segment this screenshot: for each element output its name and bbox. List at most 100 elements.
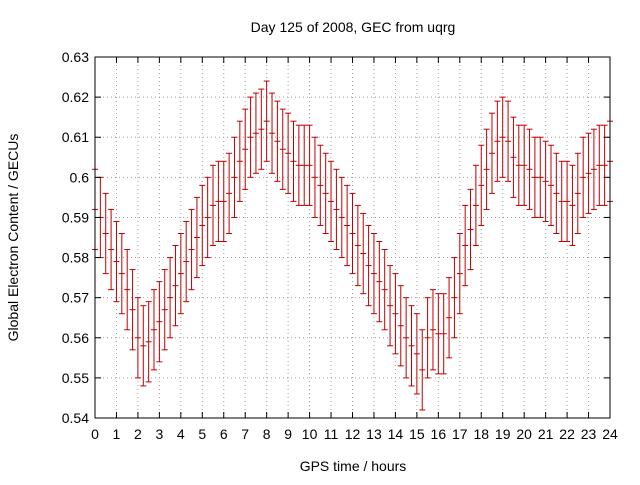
error-bar <box>392 273 399 355</box>
x-tick-label: 19 <box>495 426 511 442</box>
error-bar <box>220 160 227 243</box>
x-tick-label: 6 <box>220 426 228 442</box>
y-tick-label: 0.55 <box>62 370 89 386</box>
error-bar <box>263 80 270 162</box>
error-bar <box>199 184 206 267</box>
error-bar <box>167 257 174 339</box>
error-bar <box>231 136 238 218</box>
x-tick-label: 12 <box>345 426 361 442</box>
error-bar <box>601 124 608 206</box>
x-tick-label: 0 <box>91 426 99 442</box>
error-bar <box>440 293 447 375</box>
error-bar <box>236 120 243 202</box>
error-bar <box>499 96 506 178</box>
error-bar <box>360 212 367 295</box>
x-tick-label: 20 <box>516 426 532 442</box>
x-axis-label: GPS time / hours <box>300 458 407 474</box>
y-tick-label: 0.62 <box>62 89 89 105</box>
x-tick-label: 5 <box>198 426 206 442</box>
error-bar <box>515 124 522 206</box>
error-bar <box>252 92 259 174</box>
error-bar <box>102 192 109 275</box>
error-bar <box>435 293 442 375</box>
error-bar <box>521 124 528 206</box>
error-bar <box>558 160 565 243</box>
error-bar <box>258 88 265 170</box>
error-bar <box>472 164 479 247</box>
y-tick-label: 0.63 <box>62 49 89 65</box>
x-tick-label: 3 <box>155 426 163 442</box>
error-bar <box>478 144 485 226</box>
error-bar <box>531 136 538 218</box>
y-tick-label: 0.56 <box>62 330 89 346</box>
error-bar <box>301 124 308 206</box>
error-bar <box>317 144 324 226</box>
error-bar <box>596 124 603 206</box>
error-bar <box>387 265 394 347</box>
error-bar <box>134 297 141 379</box>
error-bar <box>467 188 474 271</box>
error-bar <box>354 204 361 287</box>
x-tick-label: 8 <box>263 426 271 442</box>
error-bar <box>215 160 222 243</box>
error-bar <box>193 196 200 279</box>
error-bar <box>274 100 281 182</box>
error-bar <box>408 305 415 387</box>
error-bar <box>269 92 276 174</box>
error-bar <box>429 289 436 371</box>
error-bar <box>151 289 158 371</box>
error-bar <box>419 329 426 411</box>
y-tick-label: 0.54 <box>62 410 89 426</box>
error-bar <box>564 160 571 243</box>
error-bar <box>177 232 184 315</box>
error-bar <box>140 305 147 387</box>
error-bar <box>226 152 233 234</box>
x-tick-label: 1 <box>113 426 121 442</box>
error-bar <box>204 176 211 259</box>
error-bar <box>183 220 190 303</box>
x-tick-label: 21 <box>538 426 554 442</box>
error-bar <box>451 257 458 339</box>
error-bar <box>247 96 254 178</box>
error-bar <box>242 108 249 190</box>
error-bar <box>124 249 131 331</box>
y-tick-label: 0.57 <box>62 290 89 306</box>
x-tick-label: 9 <box>284 426 292 442</box>
error-bar <box>349 192 356 275</box>
error-bar <box>488 112 495 194</box>
error-bar <box>574 152 581 234</box>
error-bar <box>145 301 152 383</box>
error-bar <box>403 297 410 379</box>
error-bar <box>585 132 592 214</box>
x-tick-label: 7 <box>241 426 249 442</box>
error-bar <box>210 164 217 247</box>
error-bar <box>285 112 292 194</box>
error-bar <box>542 140 549 222</box>
y-tick-label: 0.58 <box>62 250 89 266</box>
error-bar <box>537 136 544 218</box>
error-bar <box>424 297 431 379</box>
error-bar <box>311 136 318 218</box>
error-bar <box>510 116 517 198</box>
error-bar <box>306 124 313 206</box>
x-tick-label: 4 <box>177 426 185 442</box>
x-tick-label: 16 <box>431 426 447 442</box>
y-axis-label: Global Electron Content / GECUs <box>5 134 21 342</box>
error-bars <box>92 80 613 411</box>
error-bar <box>279 108 286 190</box>
y-tick-label: 0.6 <box>70 169 90 185</box>
error-bar <box>483 128 490 210</box>
error-bar <box>494 100 501 182</box>
error-bar <box>381 249 388 331</box>
error-bar <box>290 120 297 202</box>
error-bar <box>590 128 597 210</box>
error-bar <box>446 277 453 359</box>
error-bar <box>333 168 340 251</box>
error-bar <box>462 204 469 287</box>
error-bar <box>580 136 587 218</box>
y-tick-label: 0.59 <box>62 209 89 225</box>
error-bar <box>365 224 372 307</box>
error-bar <box>328 160 335 243</box>
axis-ticks: 0.54 0.55 0.56 0.57 0.58 0.59 0.6 0.61 0.62 0.63 0… <box>62 49 618 442</box>
